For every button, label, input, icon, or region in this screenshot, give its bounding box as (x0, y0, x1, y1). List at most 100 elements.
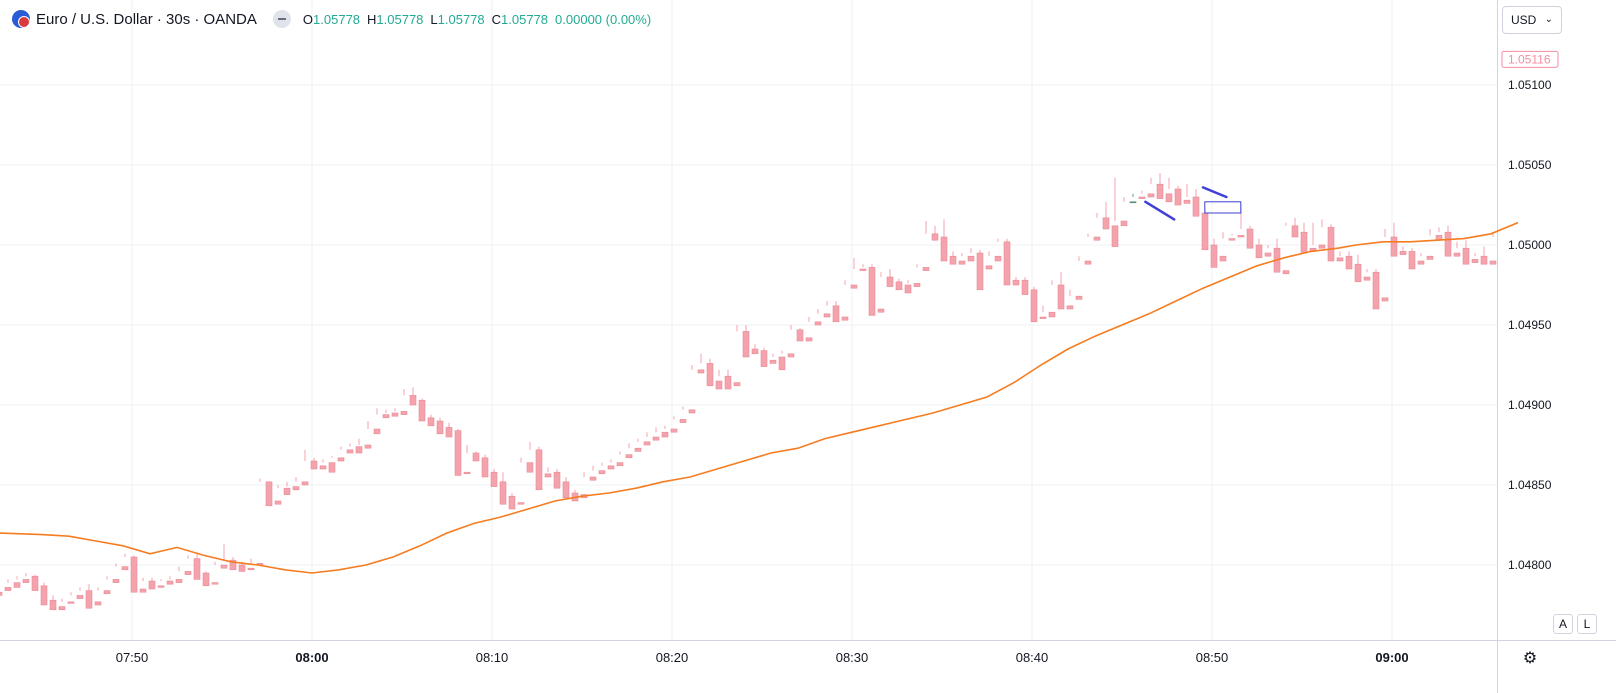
candle-body (661, 431, 669, 438)
candle-body (265, 481, 273, 507)
candle-body (1039, 316, 1047, 319)
candle (310, 457, 318, 470)
candle (1444, 225, 1452, 257)
candle (679, 406, 687, 423)
candle (1219, 232, 1227, 262)
candle-body (742, 331, 750, 358)
candle (598, 462, 606, 475)
log-scale-button[interactable]: L (1577, 614, 1597, 634)
trendline-drawing (1201, 186, 1228, 199)
candle (463, 445, 471, 475)
candle (877, 272, 885, 313)
candle (4, 579, 12, 591)
candle (157, 579, 165, 588)
candle (301, 449, 309, 486)
candle-body (1426, 255, 1434, 260)
candle (1435, 227, 1443, 241)
candle-body (454, 430, 462, 476)
candle (895, 278, 903, 291)
candle (1291, 217, 1299, 238)
candle-body (634, 447, 642, 452)
candle-body (211, 582, 219, 585)
currency-select[interactable]: USD ⌄ (1502, 6, 1562, 34)
candle (40, 582, 48, 606)
candle-body (175, 579, 183, 583)
candle (220, 544, 228, 569)
candle-body (148, 580, 156, 590)
candle-body (562, 481, 570, 499)
settings-gear-icon[interactable]: ⚙ (1522, 650, 1538, 667)
candle-body (1219, 255, 1227, 262)
candle-body (1318, 244, 1326, 249)
candle (418, 398, 426, 422)
candle (391, 408, 399, 417)
candle (1165, 177, 1173, 203)
candle (742, 325, 750, 358)
candle (643, 432, 651, 446)
candle (1003, 238, 1011, 286)
candle-body (121, 566, 129, 571)
candle (670, 416, 678, 433)
candle (553, 469, 561, 489)
candle (94, 587, 102, 606)
candle-body (994, 255, 1002, 262)
candle (103, 576, 111, 595)
candle-body (1327, 227, 1335, 262)
candle (1192, 189, 1200, 217)
candle-body (1129, 201, 1137, 204)
candle (1093, 213, 1101, 241)
candle-body (1264, 252, 1272, 257)
candle (985, 251, 993, 270)
candle-body (895, 281, 903, 291)
candle-body (1417, 260, 1425, 265)
candle-body (679, 419, 687, 423)
candle (247, 558, 255, 571)
candle (517, 457, 525, 505)
last-price-label: 1.05116 (1508, 52, 1551, 66)
auto-scale-button[interactable]: A (1553, 614, 1573, 634)
candle (319, 459, 327, 470)
candle-body (310, 460, 318, 470)
candle (976, 249, 984, 291)
candle (454, 429, 462, 476)
candle (1039, 305, 1047, 319)
candle-body (1444, 231, 1452, 257)
candle (1147, 177, 1155, 198)
candle-body (1156, 183, 1164, 199)
price-tick-label: 1.04950 (1508, 318, 1552, 332)
candle-body (1282, 270, 1290, 275)
hide-legend-icon[interactable] (272, 10, 291, 28)
price-change: 0.00000 (0.00%) (555, 11, 652, 27)
candle-body (1012, 279, 1020, 286)
candle (445, 422, 453, 438)
candle-body (706, 363, 714, 387)
candle-body (481, 457, 489, 478)
candle (904, 280, 912, 294)
chart-legend: Euro / U.S. Dollar · 30s · OANDA O1.0577… (12, 8, 651, 30)
candle-body (724, 375, 732, 390)
candle (346, 443, 354, 454)
candle (1111, 177, 1119, 247)
ohlc-close: C1.05778 (491, 11, 549, 27)
candle (751, 344, 759, 355)
candle (1408, 248, 1416, 270)
symbol-title[interactable]: Euro / U.S. Dollar · 30s · OANDA (36, 10, 257, 28)
candle-body (427, 417, 435, 427)
candle-body (913, 283, 921, 287)
candle (652, 427, 660, 441)
candle-body (202, 572, 210, 587)
candle (1129, 193, 1137, 204)
candle (274, 485, 282, 505)
candle-body (598, 470, 606, 475)
candle (112, 563, 120, 583)
candle (202, 571, 210, 587)
candle (355, 438, 363, 454)
candle-body (1111, 225, 1119, 247)
candle (130, 555, 138, 593)
candle-body (139, 588, 147, 593)
currency-label: USD (1511, 13, 1537, 27)
candle (544, 467, 552, 478)
candle (1282, 222, 1290, 275)
candle-body (49, 599, 57, 611)
